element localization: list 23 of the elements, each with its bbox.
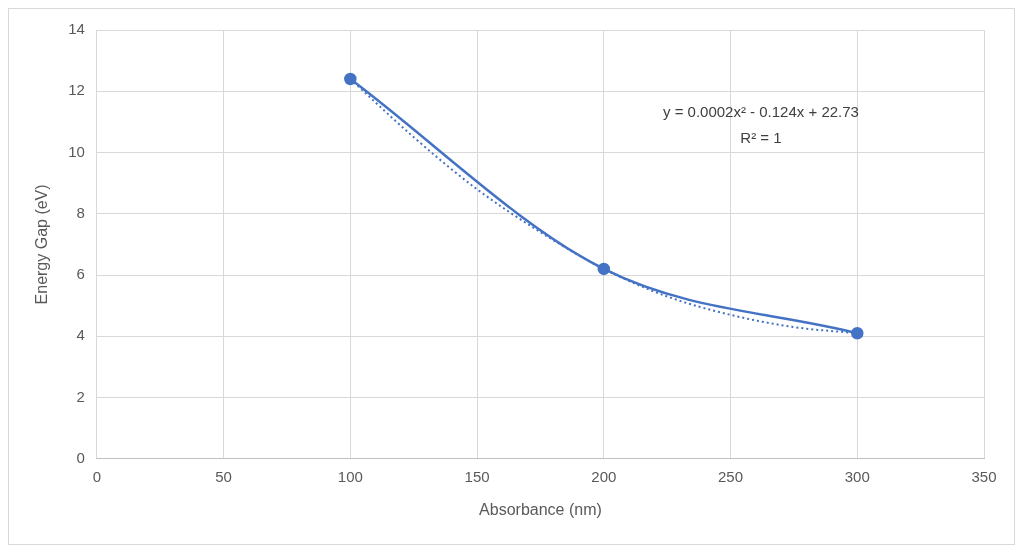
annotation: y = 0.0002x² - 0.124x + 22.73 [662,102,859,120]
x-tick-label: 350 [971,467,997,485]
x-tick-label: 300 [844,467,870,485]
x-tick-label: 0 [92,467,102,485]
x-tick-label: 50 [215,467,232,485]
point [851,326,864,340]
y-tick-label: 8 [76,203,85,221]
y-tick-label: 0 [76,448,85,466]
y-tick-label: 4 [76,326,85,344]
annotation: R² = 1 [740,128,782,146]
point [597,262,611,276]
y-tick-label: 2 [76,387,85,405]
x-axis-title: Absorbance (nm) [479,500,602,518]
x-tick-label: 150 [464,467,490,485]
y-tick-label: 12 [68,81,85,99]
x-tick-label: 100 [337,467,363,485]
y-tick-label: 10 [68,142,85,160]
point [344,72,357,86]
x-tick-label: 200 [591,467,617,485]
y-tick-label: 6 [76,265,85,283]
y-tick-label: 14 [68,20,85,38]
y-axis-title: Energy Gap (eV) [33,184,51,305]
x-tick-label: 250 [718,467,744,485]
